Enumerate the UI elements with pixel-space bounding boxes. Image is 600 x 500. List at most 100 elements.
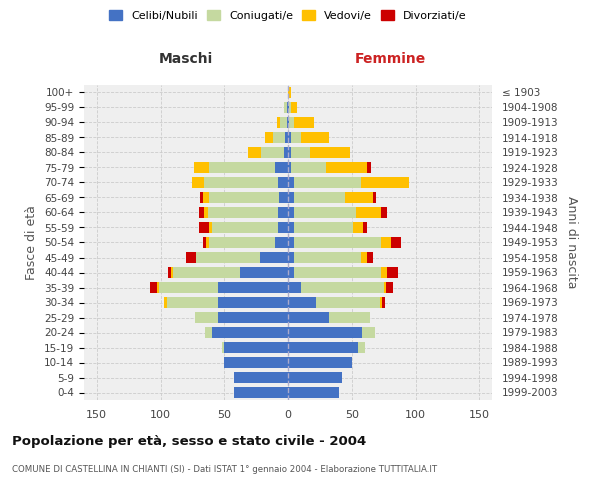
Bar: [288, 282, 301, 294]
Bar: [288, 116, 289, 128]
Bar: [218, 296, 288, 308]
Bar: [199, 206, 204, 218]
Bar: [326, 162, 367, 173]
Bar: [288, 102, 289, 114]
Text: Popolazione per età, sesso e stato civile - 2004: Popolazione per età, sesso e stato civil…: [12, 435, 366, 448]
Bar: [290, 146, 310, 158]
Legend: Celibi/Nubili, Coniugati/e, Vedovi/e, Divorziati/e: Celibi/Nubili, Coniugati/e, Vedovi/e, Di…: [105, 6, 471, 25]
Bar: [288, 266, 295, 278]
Bar: [265, 132, 273, 143]
Bar: [203, 192, 209, 203]
Bar: [209, 192, 279, 203]
Bar: [288, 372, 341, 384]
Bar: [167, 296, 218, 308]
Bar: [288, 146, 290, 158]
Bar: [290, 162, 326, 173]
Y-axis label: Fasce di età: Fasce di età: [25, 205, 38, 280]
Bar: [361, 252, 367, 264]
Bar: [287, 116, 288, 128]
Bar: [310, 146, 350, 158]
Bar: [295, 252, 361, 264]
Bar: [157, 282, 159, 294]
Bar: [173, 266, 239, 278]
Bar: [362, 326, 375, 338]
Bar: [288, 326, 362, 338]
Bar: [381, 206, 388, 218]
Bar: [206, 236, 209, 248]
Text: Femmine: Femmine: [355, 52, 425, 66]
Bar: [380, 296, 382, 308]
Bar: [200, 192, 203, 203]
Bar: [284, 146, 288, 158]
Bar: [280, 116, 287, 128]
Bar: [290, 102, 297, 114]
Bar: [381, 236, 391, 248]
Text: Maschi: Maschi: [159, 52, 213, 66]
Bar: [301, 132, 329, 143]
Bar: [248, 146, 261, 158]
Bar: [356, 206, 381, 218]
Bar: [288, 176, 295, 188]
Bar: [212, 326, 288, 338]
Bar: [159, 282, 218, 294]
Bar: [199, 222, 209, 234]
Bar: [295, 192, 346, 203]
Bar: [289, 116, 295, 128]
Bar: [295, 206, 356, 218]
Bar: [288, 342, 358, 353]
Bar: [193, 176, 204, 188]
Bar: [373, 192, 376, 203]
Bar: [361, 176, 409, 188]
Bar: [209, 162, 275, 173]
Bar: [288, 222, 295, 234]
Bar: [382, 296, 385, 308]
Bar: [288, 236, 295, 248]
Bar: [279, 192, 288, 203]
Y-axis label: Anni di nascita: Anni di nascita: [565, 196, 578, 289]
Bar: [209, 222, 212, 234]
Bar: [288, 132, 290, 143]
Bar: [239, 266, 288, 278]
Bar: [295, 222, 353, 234]
Bar: [168, 266, 171, 278]
Bar: [224, 356, 288, 368]
Bar: [284, 102, 287, 114]
Bar: [367, 162, 371, 173]
Bar: [289, 102, 290, 114]
Bar: [260, 252, 288, 264]
Bar: [151, 282, 157, 294]
Bar: [212, 222, 278, 234]
Bar: [381, 266, 388, 278]
Bar: [196, 252, 260, 264]
Bar: [275, 236, 288, 248]
Bar: [218, 282, 288, 294]
Bar: [204, 206, 208, 218]
Bar: [301, 282, 383, 294]
Bar: [295, 176, 361, 188]
Bar: [288, 312, 329, 324]
Bar: [363, 222, 367, 234]
Bar: [288, 86, 290, 99]
Bar: [386, 282, 392, 294]
Bar: [171, 266, 173, 278]
Bar: [329, 312, 370, 324]
Bar: [290, 132, 301, 143]
Bar: [208, 206, 278, 218]
Bar: [278, 176, 288, 188]
Bar: [288, 386, 339, 398]
Bar: [286, 132, 288, 143]
Bar: [288, 296, 316, 308]
Bar: [388, 266, 398, 278]
Bar: [278, 222, 288, 234]
Bar: [218, 312, 288, 324]
Bar: [295, 266, 381, 278]
Bar: [346, 192, 373, 203]
Bar: [204, 176, 278, 188]
Bar: [275, 162, 288, 173]
Bar: [209, 236, 275, 248]
Bar: [288, 356, 352, 368]
Bar: [195, 312, 218, 324]
Bar: [288, 162, 290, 173]
Bar: [383, 282, 386, 294]
Bar: [391, 236, 401, 248]
